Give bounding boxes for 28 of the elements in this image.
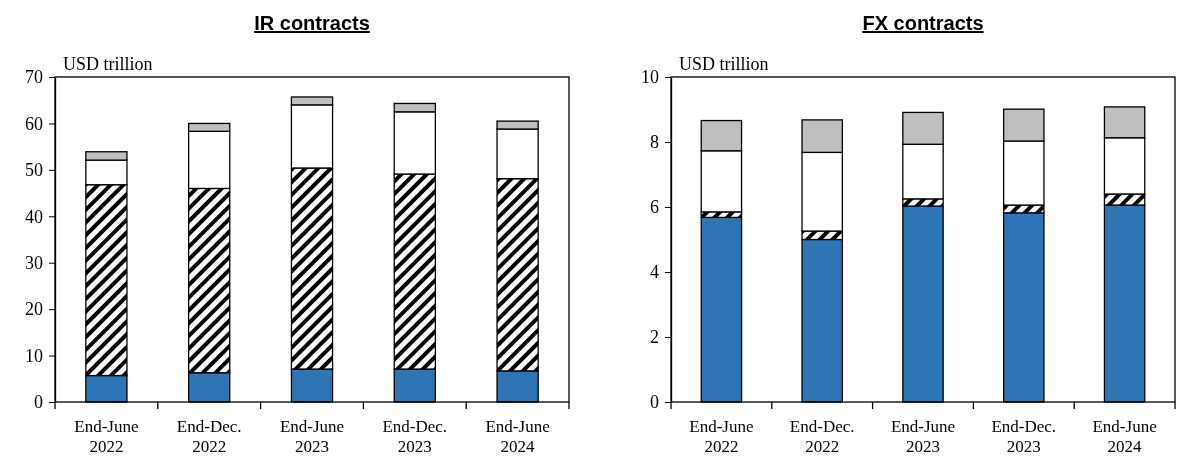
- y-axis-title: USD trillion: [63, 54, 153, 74]
- x-tick-label: End-June 2023: [890, 417, 956, 456]
- chart-title: FX contracts: [862, 12, 984, 34]
- y-tick-label: 50: [25, 160, 43, 181]
- y-tick-label: 10: [25, 345, 43, 366]
- x-tick-label: End-Dec. 2022: [789, 417, 855, 456]
- y-tick-label: 30: [25, 252, 43, 273]
- x-tick-label: End-June 2024: [485, 417, 550, 456]
- y-tick-label: 40: [25, 206, 43, 227]
- x-tick-label: End-June 2024: [1092, 417, 1157, 456]
- y-tick-label: 10: [641, 67, 659, 88]
- chart-title: IR contracts: [254, 12, 370, 34]
- x-tick-label: End-Dec. 2023: [991, 417, 1057, 456]
- y-tick-label: 60: [25, 113, 43, 134]
- y-tick-label: 6: [650, 197, 659, 218]
- y-tick-label: 4: [650, 262, 659, 283]
- y-axis-title: USD trillion: [679, 54, 769, 74]
- y-tick-label: 20: [25, 299, 43, 320]
- y-tick-label: 70: [25, 67, 43, 88]
- x-tick-label: End-Dec. 2023: [382, 417, 448, 456]
- y-tick-label: 8: [650, 132, 659, 153]
- y-tick-label: 2: [650, 327, 659, 348]
- x-tick-label: End-June 2023: [279, 417, 345, 456]
- x-tick-label: End-June 2022: [74, 417, 139, 456]
- y-tick-label: 0: [34, 392, 43, 413]
- x-tick-label: End-June 2022: [689, 417, 754, 456]
- x-tick-label: End-Dec. 2022: [176, 417, 242, 456]
- y-tick-label: 0: [650, 392, 659, 413]
